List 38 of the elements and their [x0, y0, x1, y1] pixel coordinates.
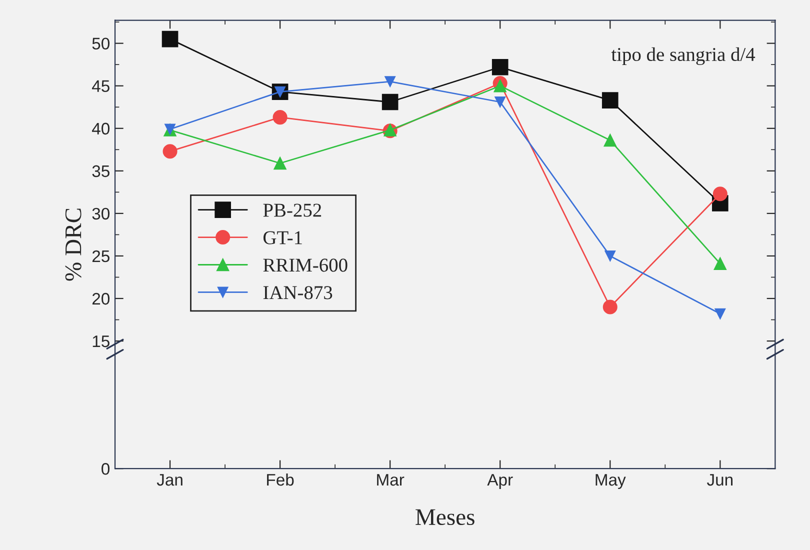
y-tick-label: 45 — [92, 80, 110, 92]
x-tick-label: Apr — [487, 474, 513, 489]
point — [602, 92, 618, 108]
x-tick-label: May — [596, 474, 626, 489]
point — [714, 257, 727, 270]
y-axis-title: % DRC — [65, 208, 82, 281]
point — [384, 76, 396, 88]
point — [492, 58, 508, 76]
point — [604, 250, 616, 262]
point — [494, 96, 506, 108]
x-tick-label: Jan — [156, 474, 182, 486]
legend-label: PB-252 — [263, 204, 322, 217]
point — [162, 144, 178, 159]
y-tick-label: 20 — [92, 292, 110, 305]
point — [382, 94, 398, 110]
x-tick-label: Mar — [377, 474, 404, 486]
y-tick-label: 25 — [92, 250, 110, 262]
point — [602, 300, 618, 314]
point — [162, 30, 178, 48]
y-tick-label: 40 — [92, 122, 110, 135]
x-tick-label: Feb — [267, 473, 294, 486]
y-tick-label: 30 — [92, 208, 110, 220]
x-tick-label: Jun — [706, 474, 733, 486]
y-tick-label: 15 — [92, 336, 110, 348]
legend-label: RRIM-600 — [263, 258, 348, 272]
legend-label: IAN-873 — [263, 286, 332, 300]
y-tick-label: 50 — [92, 38, 110, 50]
point — [274, 156, 286, 170]
point — [714, 308, 726, 320]
annotation: tipo de sangria d/4 — [611, 47, 756, 66]
y-tick-label: 35 — [92, 165, 110, 178]
legend-label: GT-1 — [264, 231, 302, 244]
point — [604, 134, 616, 147]
x-axis-title: Meses — [416, 509, 474, 526]
y-tick-label: 0 — [102, 463, 110, 475]
point — [494, 79, 506, 92]
point — [712, 186, 728, 202]
point — [272, 110, 288, 125]
